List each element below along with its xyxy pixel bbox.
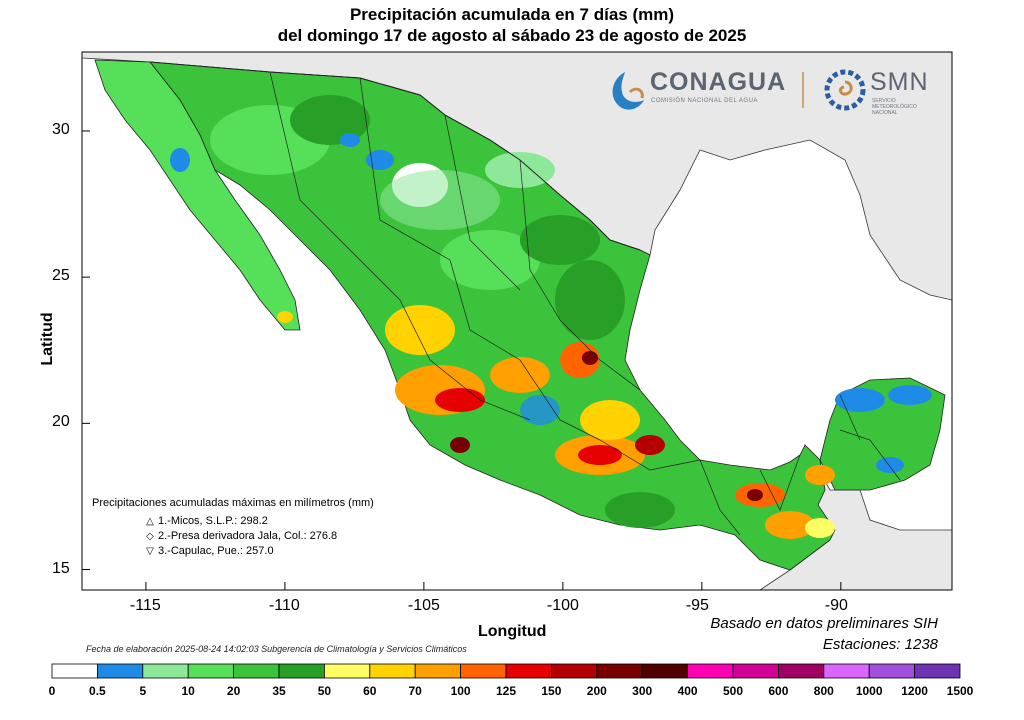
colorbar-segment [278, 663, 325, 679]
diamond-icon: ◇ [146, 531, 154, 542]
triangle-down-icon: ▽ [146, 546, 154, 557]
x-tick-label: -90 [824, 597, 848, 614]
y-tick-label: 30 [52, 120, 70, 138]
colorbar-segment [551, 663, 598, 679]
title-line-1: Precipitación acumulada en 7 días (mm) [349, 5, 675, 24]
y-tick-label: 20 [52, 413, 70, 431]
colorbar-label: 70 [408, 684, 422, 698]
state-borders [269, 71, 901, 536]
us-border [149, 61, 641, 251]
x-tick-label: -100 [546, 597, 579, 614]
colorbar-segment [97, 663, 144, 679]
colorbar-segment [51, 663, 98, 679]
colorbar-label: 125 [495, 684, 517, 698]
smn-wordmark: SMN [870, 68, 929, 96]
colorbar-segment [505, 663, 552, 679]
colorbar-segment [641, 663, 689, 679]
colorbar-segment [687, 663, 734, 679]
y-tick-label: 25 [52, 267, 70, 285]
max-precip-legend: Precipitaciones acumuladas máximas en mi… [92, 497, 374, 560]
x-tick-label: -105 [407, 597, 440, 614]
max-precip-text: 1.-Micos, S.L.P.: 298.2 [158, 515, 268, 527]
y-tick-label: 15 [52, 559, 70, 577]
smn-subtitle: SERVICIO METEOROLÓGICO NACIONAL [872, 98, 917, 116]
triangle-up-icon: △ [146, 516, 154, 527]
colorbar-label: 20 [226, 684, 241, 698]
colorbar-label: 0.5 [89, 684, 106, 698]
conagua-logo [612, 72, 644, 110]
precip-patches [170, 95, 932, 539]
colorbar-segment [460, 663, 507, 679]
colorbar-label: 5 [139, 684, 147, 698]
x-axis-title: Longitud [478, 623, 547, 640]
colorbar-label: 0 [48, 684, 56, 698]
x-tick-label: -95 [685, 597, 709, 614]
conagua-subtitle: COMISIÓN NACIONAL DEL AGUA [651, 98, 758, 104]
max-precip-header: Precipitaciones acumuladas máximas en mi… [92, 497, 374, 509]
colorbar-segment [142, 663, 189, 679]
colorbar-label: 150 [541, 684, 562, 698]
colorbar-segment [187, 663, 234, 679]
colorbar-segment [596, 663, 643, 679]
max-precip-text: 3.-Capulac, Pue.: 257.0 [158, 545, 274, 557]
x-tick-label: -115 [129, 597, 161, 614]
conagua-wordmark: CONAGUA [650, 68, 787, 96]
colorbar [51, 663, 961, 679]
colorbar-label: 100 [450, 684, 471, 698]
colorbar-segment [914, 663, 961, 679]
colorbar-segment [868, 663, 916, 679]
colorbar-segment [233, 663, 280, 679]
colorbar-label: 60 [363, 684, 377, 698]
colorbar-segment [778, 663, 825, 679]
data-basis-note: Basado en datos preliminares SIH [710, 615, 938, 632]
colorbar-label: 1000 [855, 684, 883, 698]
axis-ticks [82, 130, 842, 590]
plot-frame [81, 51, 953, 591]
x-tick-label: -110 [268, 597, 300, 614]
colorbar-segment [369, 663, 416, 679]
colorbar-label: 400 [677, 684, 698, 698]
colorbar-label: 1500 [946, 684, 974, 698]
max-precip-item: △ 1.-Micos, S.L.P.: 298.2 [144, 515, 374, 527]
colorbar-label: 500 [722, 684, 744, 698]
smn-logo [824, 69, 866, 111]
max-precip-item: ▽ 3.-Capulac, Pue.: 257.0 [144, 545, 374, 557]
title-line-2: del domingo 17 de agosto al sábado 23 de… [277, 26, 747, 45]
y-axis-title: Latitud [39, 312, 56, 366]
colorbar-label: 600 [768, 684, 789, 698]
stations-count: Estaciones: 1238 [822, 636, 938, 653]
colorbar-label: 300 [632, 684, 653, 698]
max-precip-text: 2.-Presa derivadora Jala, Col.: 276.8 [158, 530, 338, 542]
colorbar-label: 10 [181, 684, 195, 698]
colorbar-label: 200 [586, 684, 607, 698]
baja-california [94, 59, 301, 331]
colorbar-segment [414, 663, 462, 679]
max-precip-item: ◇ 2.-Presa derivadora Jala, Col.: 276.8 [144, 530, 374, 542]
colorbar-label: 1200 [901, 684, 928, 698]
colorbar-label: 35 [272, 684, 286, 698]
elaboration-note: Fecha de elaboración 2025-08-24 14:02:03… [86, 644, 467, 654]
colorbar-segment [323, 663, 371, 679]
colorbar-label: 50 [317, 684, 332, 698]
colorbar-segment [732, 663, 779, 679]
colorbar-label: 800 [813, 684, 834, 698]
colorbar-segment [823, 663, 870, 679]
